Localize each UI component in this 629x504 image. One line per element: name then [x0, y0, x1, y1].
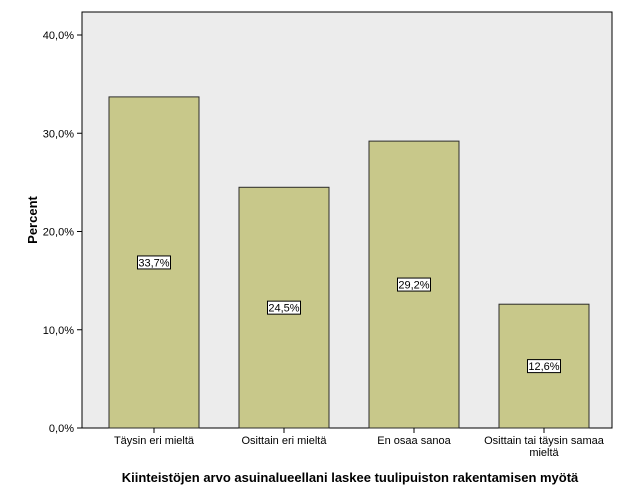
x-tick-label: mieltä — [529, 447, 559, 459]
x-tick-label: Osittain eri mieltä — [242, 435, 328, 447]
data-label-box — [527, 359, 561, 374]
data-label: 12,6% — [528, 361, 559, 373]
x-axis: Täysin eri mieltä Osittain eri mieltä En o… — [114, 428, 605, 459]
data-label-box — [137, 255, 171, 270]
y-tick-label: 40,0% — [43, 30, 74, 42]
data-label-box — [397, 277, 431, 292]
x-axis-title: Kiinteistöjen arvo asuinalueellani laske… — [122, 470, 579, 485]
y-tick-label: 30,0% — [43, 128, 74, 140]
data-label: 33,7% — [138, 257, 169, 269]
data-label: 29,2% — [398, 280, 429, 292]
y-tick-label: 0,0% — [49, 423, 74, 435]
y-tick-label: 20,0% — [43, 227, 74, 239]
x-tick-label: Osittain tai täysin samaa — [484, 435, 605, 447]
y-axis: 0,0% 10,0% 20,0% 30,0% 40,0% — [43, 30, 82, 435]
y-axis-title: Percent — [25, 195, 40, 243]
y-tick-label: 10,0% — [43, 325, 74, 337]
x-tick-label: Täysin eri mieltä — [114, 435, 195, 447]
bars: 33,7% 24,5% 29,2% 12,6% — [108, 96, 590, 429]
data-label: 24,5% — [268, 303, 299, 315]
data-label-box — [267, 300, 301, 315]
x-tick-label: En osaa sanoa — [377, 435, 451, 447]
